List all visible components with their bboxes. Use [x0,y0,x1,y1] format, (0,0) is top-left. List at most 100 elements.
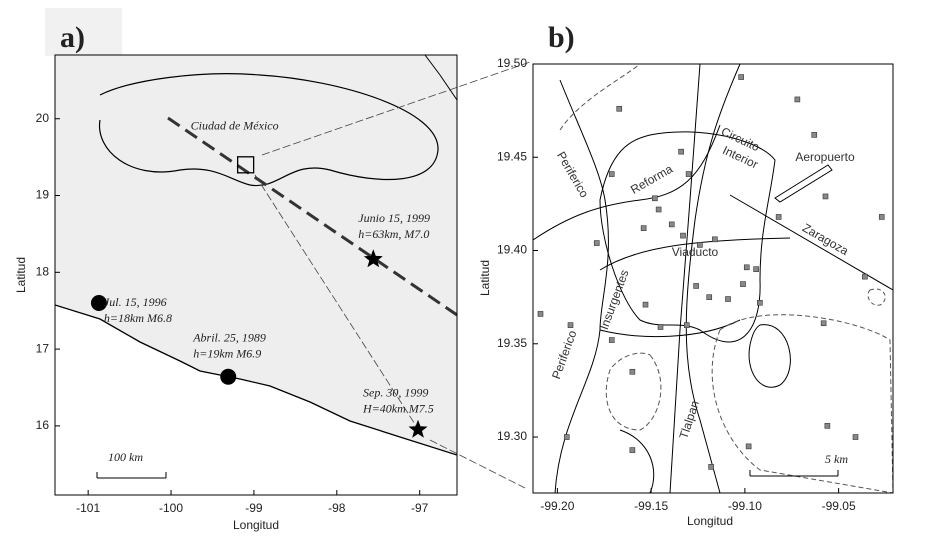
y-tick-label: 19.50 [497,56,527,70]
station [537,311,544,317]
map-b [533,64,893,493]
y-tick-label: 20 [36,111,50,125]
x-axis-label: Longitud [687,514,733,528]
event-detail: H=40km M7.5 [362,401,434,415]
frame-a [54,54,458,496]
station [683,322,690,328]
contour [98,73,439,187]
land [55,55,457,455]
connector [429,439,526,489]
event-circle [90,295,107,312]
contour [867,288,886,306]
y-tick-label: 17 [36,341,50,355]
city-label: Ciudad de México [191,119,279,133]
event-date: Junio 15, 1999 [358,211,430,225]
station [822,193,829,200]
station [706,294,713,300]
station [862,273,868,280]
station [745,443,752,450]
station [640,225,647,231]
street-label: Viaducto [672,245,719,259]
y-tick-label: 16 [36,418,50,432]
station [668,221,675,228]
station [697,242,703,248]
contour [559,64,641,131]
station [878,214,885,220]
city-box [236,156,255,174]
station [652,195,658,202]
station [678,148,684,155]
station [593,240,600,246]
x-axis-label: Longitud [233,518,279,532]
event-date: Abril. 25, 1989 [192,330,266,344]
station [757,299,763,306]
coastline [424,55,457,101]
event-date: Jul. 15, 1996 [104,295,167,309]
event-detail: h=63km, M7.0 [358,227,429,241]
airport-runway [774,164,833,203]
panel-label: a) [60,21,85,54]
street-label: Aeropuerto [795,150,855,164]
station [693,283,699,289]
contour [605,352,662,431]
x-tick-label: -99.15 [634,499,668,513]
y-tick-label: 19.35 [497,336,527,350]
scale-label: 100 km [108,450,143,464]
station [657,324,664,330]
station [740,281,746,287]
street [619,429,655,493]
station [738,74,744,80]
event-star [363,249,383,268]
station [712,236,718,243]
contour [711,314,893,493]
station [708,464,714,470]
station [629,447,636,453]
station [775,214,782,220]
street-label: Zaragoza [800,221,851,259]
y-tick-label: 19.30 [497,429,527,443]
y-tick-label: 18 [36,264,50,278]
station [852,434,859,440]
guide-line [254,174,421,433]
event-circle [220,368,237,385]
station [616,105,623,112]
street-label: Tlalpan [676,399,701,441]
label-bg [45,8,122,56]
y-tick-label: 19.45 [497,149,527,163]
event-detail: h=19km M6.9 [193,346,261,360]
station [608,171,615,177]
street-label: Reforma [628,162,675,197]
y-tick-label: 19.40 [497,243,527,257]
x-tick-label: -99.20 [540,499,574,513]
scale-label: 5 km [825,452,848,466]
station [608,337,615,343]
station [753,266,759,272]
event-date: Sep. 30, 1999 [363,385,428,399]
connector [261,61,531,156]
station [629,368,636,375]
district [599,131,776,343]
station [820,320,827,327]
station [685,171,692,177]
station [655,206,662,213]
panel-label: b) [548,21,575,54]
street [554,79,609,493]
contour [748,324,791,388]
y-axis-label: Latitud [478,260,492,296]
y-tick-label: 19 [36,188,50,202]
x-tick-label: -99.10 [728,499,762,513]
station [824,423,831,429]
x-tick-label: -97 [411,501,429,515]
profile-line [167,116,457,317]
station [794,96,801,103]
street-label: Periferico [549,328,580,381]
x-tick-label: -99 [245,501,263,515]
map-a [55,55,457,456]
x-tick-label: -98 [328,501,346,515]
x-tick-label: -101 [76,501,100,515]
event-star [408,419,428,438]
x-tick-label: -99.05 [822,499,856,513]
station [567,322,574,328]
station [743,264,750,271]
